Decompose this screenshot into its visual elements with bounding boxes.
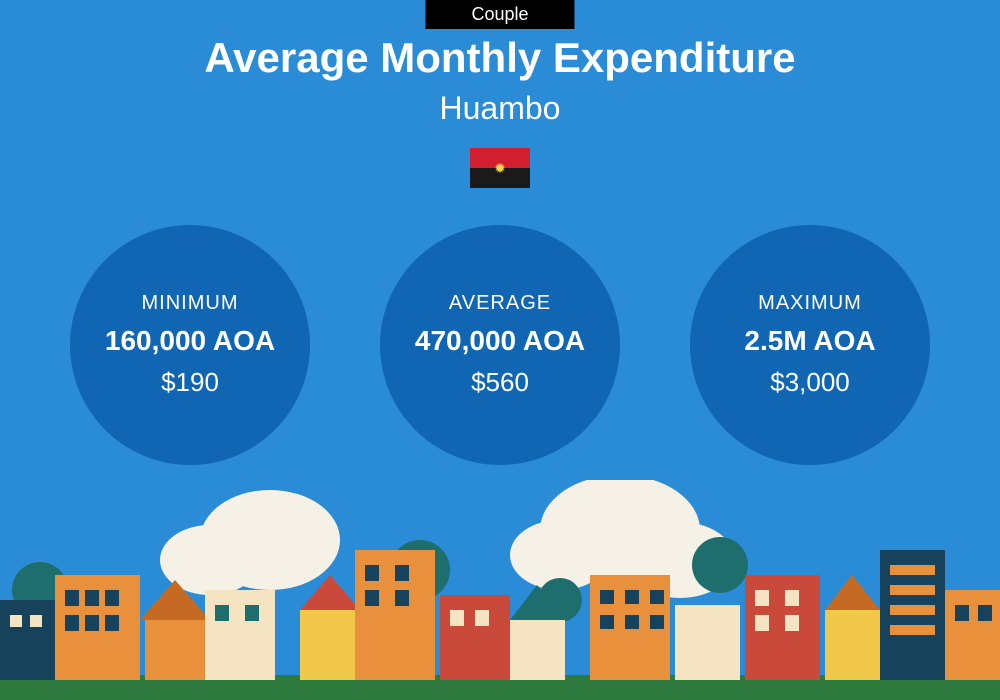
stat-value: 470,000 AOA — [415, 325, 585, 357]
page-title: Average Monthly Expenditure — [0, 34, 1000, 82]
stat-usd: $560 — [471, 367, 529, 398]
category-tag-label: Couple — [471, 4, 528, 24]
category-tag: Couple — [425, 0, 574, 29]
stat-value: 160,000 AOA — [105, 325, 275, 357]
cityscape-illustration — [0, 480, 1000, 700]
stat-usd: $190 — [161, 367, 219, 398]
flag-top-stripe: ✹ — [470, 148, 530, 168]
stat-value: 2.5M AOA — [744, 325, 875, 357]
stat-circle-minimum: MINIMUM 160,000 AOA $190 — [70, 225, 310, 465]
flag-emblem-icon: ✹ — [494, 161, 506, 175]
stat-label: MAXIMUM — [758, 292, 862, 315]
stat-label: AVERAGE — [449, 292, 551, 315]
stat-label: MINIMUM — [142, 292, 239, 315]
location-subtitle: Huambo — [0, 90, 1000, 127]
country-flag: ✹ — [470, 148, 530, 188]
stat-usd: $3,000 — [770, 367, 850, 398]
stat-circle-maximum: MAXIMUM 2.5M AOA $3,000 — [690, 225, 930, 465]
stats-row: MINIMUM 160,000 AOA $190 AVERAGE 470,000… — [0, 225, 1000, 465]
stat-circle-average: AVERAGE 470,000 AOA $560 — [380, 225, 620, 465]
